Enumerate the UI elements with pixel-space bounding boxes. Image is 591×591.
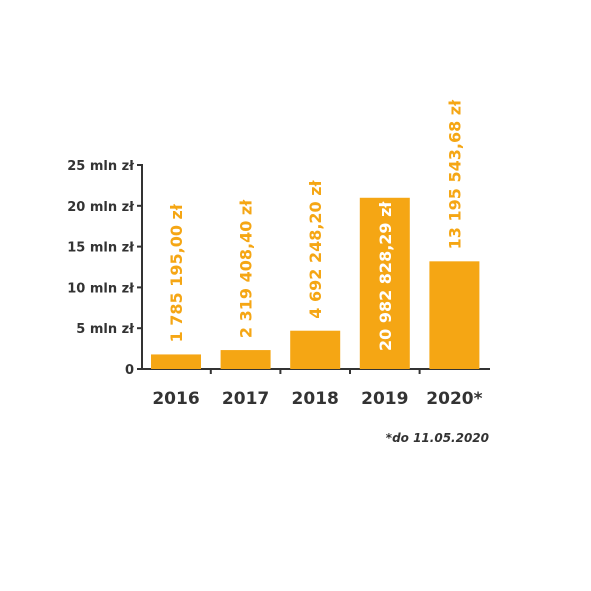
y-tick-label: 25 mln zł — [67, 159, 135, 174]
x-category-label: 2020* — [426, 389, 482, 409]
bar — [151, 354, 201, 369]
bar-value-label: 1 785 195,00 zł — [167, 203, 186, 342]
bar-value-label: 4 692 248,20 zł — [306, 179, 325, 318]
y-tick-label: 5 mln zł — [76, 322, 135, 337]
x-category-label: 2019 — [361, 389, 408, 409]
x-category-label: 2017 — [222, 389, 269, 409]
bar-value-label: 20 982 828,29 zł — [376, 201, 395, 351]
y-tick-label: 0 — [125, 363, 134, 378]
y-axis-ticks: 0 5 mln zł 10 mln zł 15 mln zł 20 mln zł 25 m… — [67, 159, 142, 378]
bar-value-labels: 1 785 195,00 zł 2 319 408,40 zł 4 692 248,… — [167, 99, 464, 351]
bar — [429, 261, 480, 369]
bar — [359, 197, 410, 369]
bar-value-label: 13 195 543,68 zł — [445, 99, 464, 249]
bar-value-label: 2 319 408,40 zł — [237, 199, 256, 338]
y-tick-label: 15 mln zł — [67, 241, 135, 256]
bar — [220, 350, 271, 369]
y-tick-label: 20 mln zł — [67, 200, 135, 215]
x-axis-categories: 2016 2017 2018 2019 2020* — [152, 389, 482, 409]
footnote: *do 11.05.2020 — [386, 431, 489, 445]
x-category-label: 2018 — [292, 389, 339, 409]
x-category-label: 2016 — [152, 389, 199, 409]
chart-bars — [151, 197, 480, 369]
bar — [290, 330, 341, 369]
y-tick-label: 10 mln zł — [67, 281, 135, 296]
